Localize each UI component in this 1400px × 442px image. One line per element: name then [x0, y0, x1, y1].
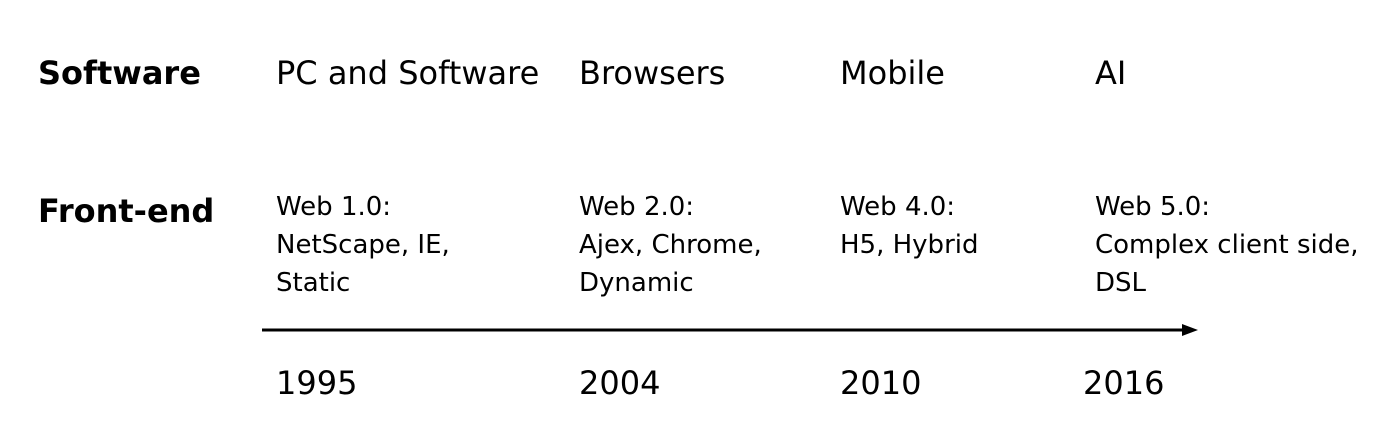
frontend-description: Web 5.0: Complex client side, DSL [1095, 188, 1359, 302]
frontend-line: Web 4.0: [840, 192, 956, 222]
year-label: 2010 [840, 364, 922, 402]
era-label: PC and Software [276, 54, 540, 92]
frontend-line: Dynamic [579, 268, 694, 298]
frontend-line: Web 5.0: [1095, 192, 1211, 222]
year-label: 1995 [276, 364, 358, 402]
frontend-description: Web 2.0: Ajex, Chrome, Dynamic [579, 188, 762, 302]
era-label: AI [1095, 54, 1127, 92]
frontend-line: H5, Hybrid [840, 230, 979, 260]
frontend-line: Static [276, 268, 351, 298]
era-label: Mobile [840, 54, 945, 92]
frontend-line: NetScape, IE, [276, 230, 450, 260]
frontend-line: Web 2.0: [579, 192, 695, 222]
timeline-arrowhead [1182, 324, 1198, 336]
row-label-frontend: Front-end [38, 192, 215, 230]
frontend-line: DSL [1095, 268, 1147, 298]
row-label-software: Software [38, 54, 201, 92]
year-label: 2004 [579, 364, 661, 402]
frontend-line: Ajex, Chrome, [579, 230, 762, 260]
era-label: Browsers [579, 54, 726, 92]
frontend-line: Web 1.0: [276, 192, 392, 222]
year-label: 2016 [1083, 364, 1165, 402]
frontend-description: Web 4.0: H5, Hybrid [840, 188, 978, 264]
frontend-description: Web 1.0: NetScape, IE, Static [276, 188, 450, 302]
frontend-line: Complex client side, [1095, 230, 1359, 260]
timeline-arrow-icon [262, 324, 1198, 336]
